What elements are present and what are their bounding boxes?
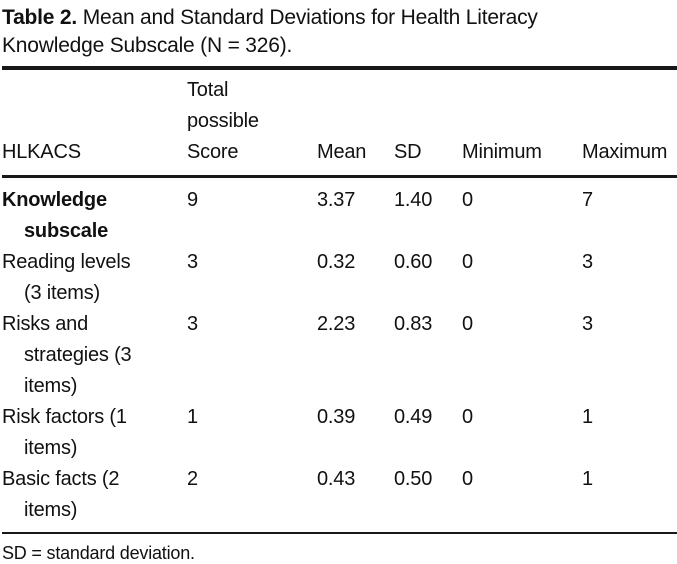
- table-footnote: SD = standard deviation.: [2, 543, 195, 563]
- table-caption: Table 2. Mean and Standard Deviations fo…: [2, 4, 642, 60]
- cell-label: Reading levels (3 items): [2, 251, 131, 304]
- cell-mean: 0.39: [317, 406, 356, 428]
- cell-mean: 3.37: [317, 189, 356, 211]
- cell-max: 7: [582, 189, 593, 211]
- cell-max: 3: [582, 313, 593, 335]
- table-caption-label: Table 2.: [2, 6, 78, 29]
- cell-mean: 0.43: [317, 468, 356, 490]
- cell-max: 1: [582, 468, 593, 490]
- cell-total: 2: [187, 468, 198, 490]
- col-header-hlkacs: HLKACS: [2, 141, 81, 163]
- cell-mean: 0.32: [317, 251, 356, 273]
- cell-min: 0: [462, 189, 473, 211]
- cell-sd: 0.60: [394, 251, 433, 273]
- cell-min: 0: [462, 251, 473, 273]
- cell-label: Knowledge subscale: [2, 189, 109, 242]
- cell-mean: 2.23: [317, 313, 356, 335]
- cell-sd: 0.50: [394, 468, 433, 490]
- col-header-total-possible-score: Total possible Score: [187, 79, 259, 163]
- cell-max: 1: [582, 406, 593, 428]
- stats-table: HLKACS Total possible Score Mean SD Mini…: [2, 66, 677, 534]
- paper-table-figure: Table 2. Mean and Standard Deviations fo…: [2, 4, 677, 563]
- table-row: Knowledge subscale 9 3.37 1.40 0 7: [2, 177, 677, 248]
- cell-sd: 0.49: [394, 406, 433, 428]
- cell-total: 9: [187, 189, 198, 211]
- cell-label: Risks and strategies (3 items): [2, 313, 132, 397]
- cell-label: Risk factors (1 items): [2, 406, 127, 459]
- header-row: HLKACS Total possible Score Mean SD Mini…: [2, 68, 677, 177]
- table-header: HLKACS Total possible Score Mean SD Mini…: [2, 68, 677, 177]
- col-header-maximum: Maximum: [582, 141, 668, 163]
- table-row: Risk factors (1 items) 1 0.39 0.49 0 1: [2, 402, 677, 464]
- col-header-mean: Mean: [317, 141, 367, 163]
- col-header-sd: SD: [394, 141, 422, 163]
- cell-total: 1: [187, 406, 198, 428]
- cell-sd: 0.83: [394, 313, 433, 335]
- table-row: Basic facts (2 items) 2 0.43 0.50 0 1: [2, 464, 677, 533]
- cell-max: 3: [582, 251, 593, 273]
- col-header-minimum: Minimum: [462, 141, 542, 163]
- cell-total: 3: [187, 313, 198, 335]
- table-caption-text: Mean and Standard Deviations for Health …: [2, 6, 538, 57]
- table-row: Reading levels (3 items) 3 0.32 0.60 0 3: [2, 247, 677, 309]
- cell-total: 3: [187, 251, 198, 273]
- table-body: Knowledge subscale 9 3.37 1.40 0 7 Readi…: [2, 177, 677, 533]
- cell-min: 0: [462, 468, 473, 490]
- cell-min: 0: [462, 313, 473, 335]
- cell-min: 0: [462, 406, 473, 428]
- table-row: Risks and strategies (3 items) 3 2.23 0.…: [2, 309, 677, 402]
- cell-label: Basic facts (2 items): [2, 468, 120, 521]
- cell-sd: 1.40: [394, 189, 433, 211]
